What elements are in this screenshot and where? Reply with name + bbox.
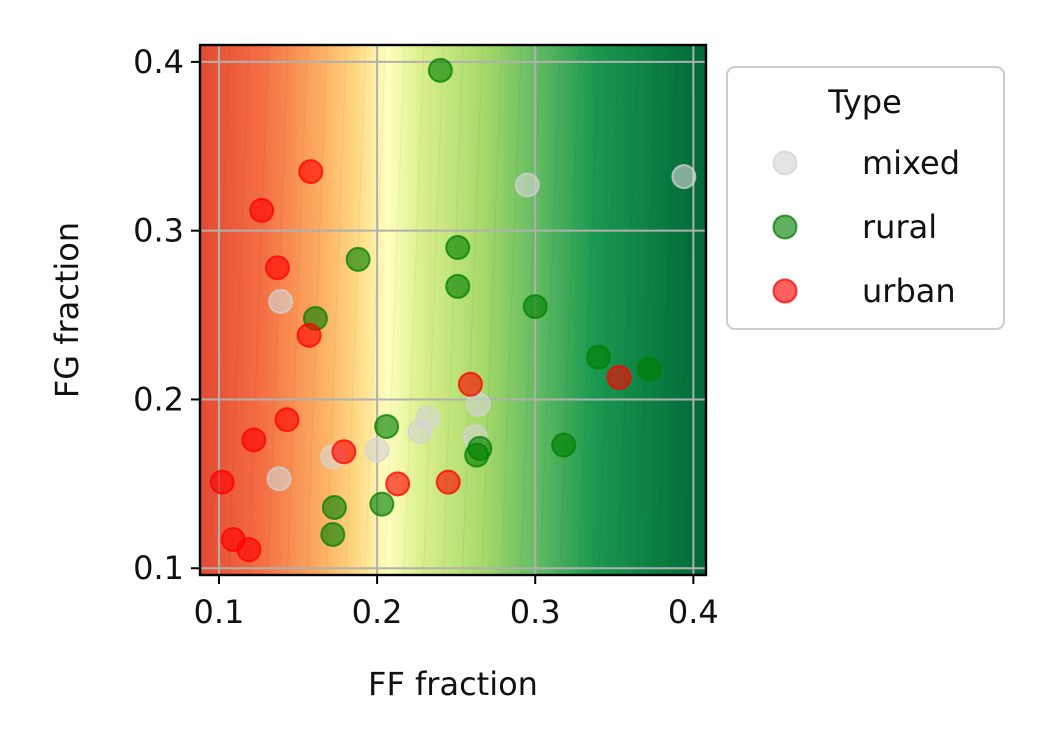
contour-band-edge [500,45,522,575]
data-point-rural [321,494,347,520]
data-point-rural [445,273,471,299]
data-point-rural [369,491,395,517]
y-axis: 0.1 0.2 0.3 0.4 [133,43,200,587]
data-point-rural [464,442,490,468]
series-rural [302,57,662,547]
legend-marker-urban [772,278,798,304]
data-point-urban [435,469,461,495]
legend-marker-mixed [772,150,798,176]
data-point-urban [236,537,262,563]
data-point-urban [606,365,632,391]
y-axis-label: FG fraction [48,222,86,398]
data-point-rural [445,235,471,261]
data-point-rural [551,432,577,458]
contour-band-edge [481,45,503,575]
data-point-urban [296,322,322,348]
data-point-rural [345,246,371,272]
data-point-mixed [268,289,294,315]
legend: Type mixed rural urban [726,66,1005,330]
legend-label-mixed: mixed [862,144,960,182]
contour-band-edge [539,45,561,575]
data-point-urban [274,407,300,433]
data-point-rural [522,294,548,320]
contour-band-edge [286,45,308,575]
data-point-urban [209,469,235,495]
data-point-urban [331,439,357,465]
data-point-mixed [364,437,390,463]
data-point-urban [298,159,324,185]
data-point-urban [457,371,483,397]
data-point-rural [427,57,453,83]
contour-band-edge [656,45,678,575]
data-points [209,57,697,563]
data-point-rural [374,413,400,439]
data-point-mixed [514,172,540,198]
contour-band-edge [364,45,386,575]
legend-label-urban: urban [862,272,956,310]
legend-title: Type [827,83,902,121]
plot-area [198,43,708,577]
y-tick-label: 0.2 [133,380,184,418]
data-point-rural [636,356,662,382]
contour-band-edge [461,45,483,575]
y-tick-label: 0.1 [133,549,184,587]
data-point-rural [320,521,346,547]
contour-band-edge [247,45,269,575]
y-tick-label: 0.3 [133,212,184,250]
data-point-urban [264,255,290,281]
contour-band-edge [345,45,367,575]
data-point-mixed [266,466,292,492]
x-tick-label: 0.1 [194,593,245,631]
data-point-urban [385,471,411,497]
contour-band-edge [578,45,600,575]
legend-label-rural: rural [862,208,937,246]
data-point-rural [585,344,611,370]
x-axis-label: FF fraction [368,665,538,703]
contour-band-edge [423,45,445,575]
data-point-mixed [415,405,441,431]
data-point-urban [249,197,275,223]
contour-band-edge [617,45,639,575]
contour-band-edge [325,45,347,575]
legend-entries: mixed rural urban [772,144,960,310]
data-point-urban [241,427,267,453]
x-axis: 0.1 0.2 0.3 0.4 [194,575,719,631]
x-tick-label: 0.4 [668,593,719,631]
plot-frame [198,43,708,577]
legend-frame [726,66,1005,330]
legend-marker-rural [772,214,798,240]
y-tick-label: 0.4 [133,43,184,81]
contour-band-edge [637,45,659,575]
series-mixed [266,164,697,492]
contour-band-edge [559,45,581,575]
contour-band-edge [598,45,620,575]
x-tick-label: 0.2 [352,593,403,631]
data-point-mixed [671,164,697,190]
series-urban [209,159,632,563]
x-tick-label: 0.3 [510,593,561,631]
